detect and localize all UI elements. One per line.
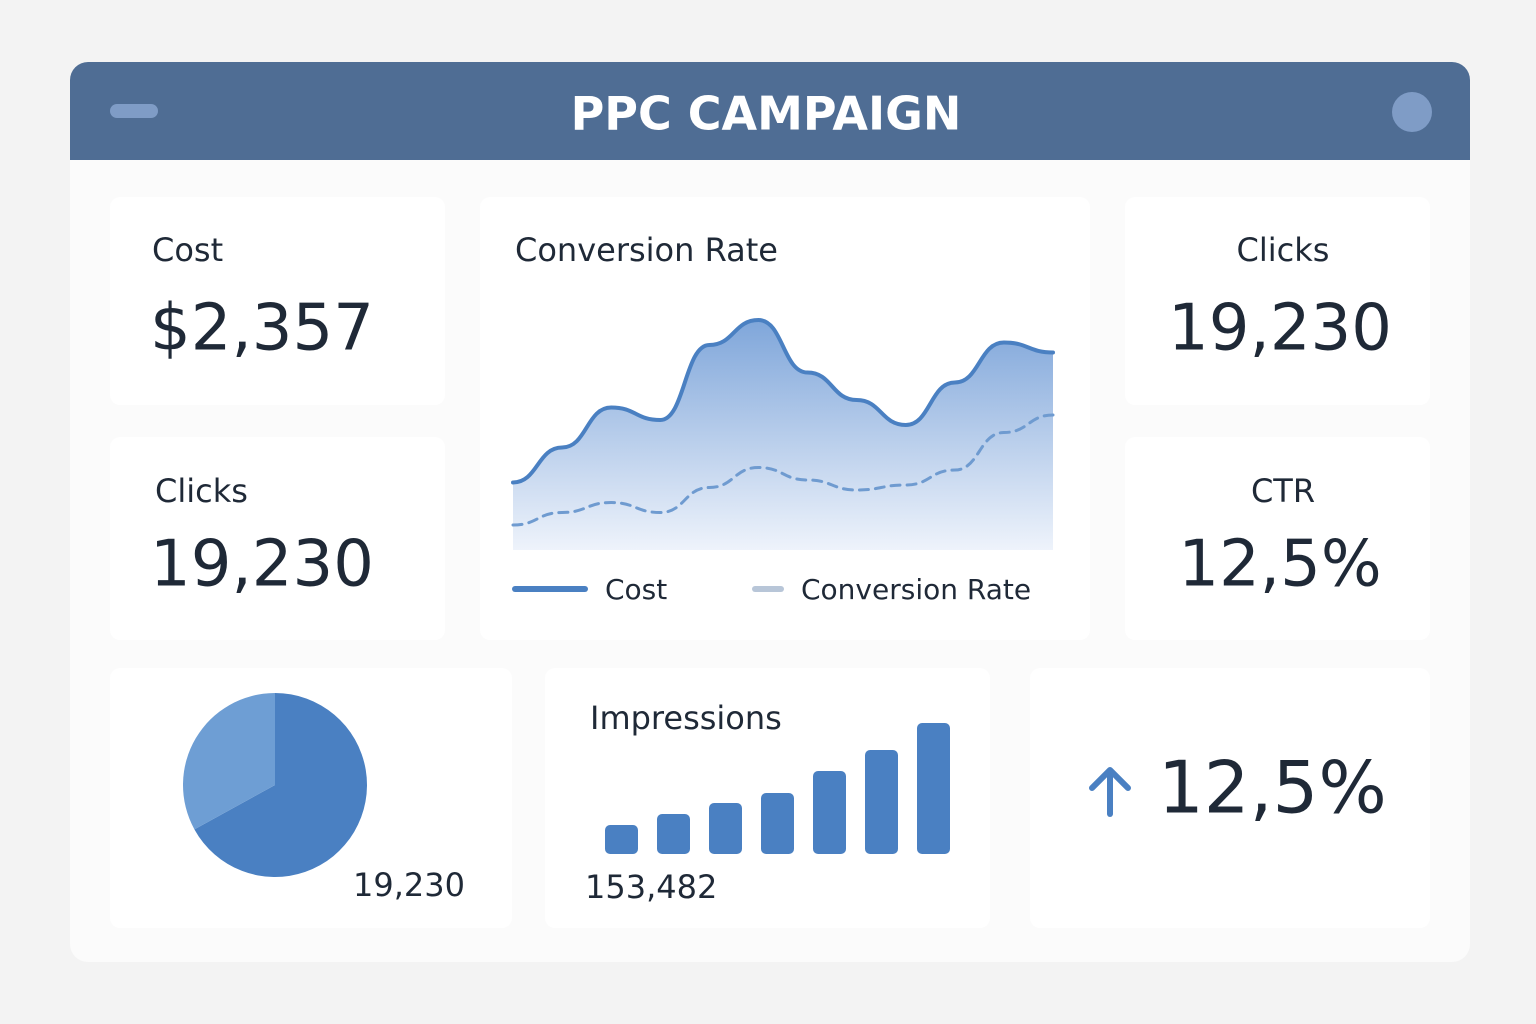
card-label: Clicks [155,472,248,510]
card-label: Cost [152,231,223,269]
legend-label: Conversion Rate [801,573,1031,606]
area-fill [513,320,1053,550]
bar [813,771,846,854]
bar [917,723,950,854]
bar [709,803,742,854]
card [110,437,445,640]
card [1125,197,1430,405]
card-value: 19,230 [150,528,374,602]
menu-icon[interactable] [110,104,158,118]
card-value: 12,5% [1178,528,1381,602]
card-value: 12,5% [1158,746,1387,830]
card [1030,668,1430,928]
legend-label: Cost [605,573,667,606]
pie-slice [194,693,368,877]
pie-slice [183,693,275,830]
card [1125,437,1430,640]
chart-title: Conversion Rate [515,231,778,269]
chart-annotation: 153,482 [585,868,717,906]
line [511,317,1055,485]
trend-arrow [1089,767,1131,817]
chart-title: Impressions [590,699,782,737]
chart-annotation: 19,230 [353,866,465,904]
card-value: $2,357 [150,292,374,366]
bar [761,793,794,854]
bar [605,825,638,854]
card-label: Clicks [1237,231,1330,269]
bar [865,750,898,854]
line [511,413,1055,527]
card [110,197,445,405]
card-label: CTR [1251,472,1315,510]
header-bar [70,62,1470,160]
profile-icon[interactable] [1392,92,1432,132]
header-title: PPC CAMPAIGN [571,87,962,141]
card-value: 19,230 [1168,292,1392,366]
bar [657,814,690,854]
